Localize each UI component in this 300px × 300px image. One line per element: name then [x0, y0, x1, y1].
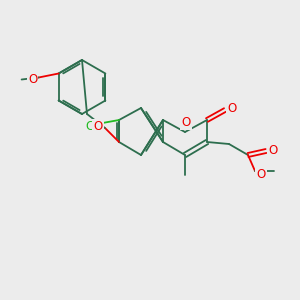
Text: O: O	[93, 119, 103, 133]
Text: O: O	[256, 169, 266, 182]
Text: Cl: Cl	[85, 119, 97, 133]
Text: O: O	[182, 116, 190, 130]
Text: O: O	[227, 103, 237, 116]
Text: O: O	[268, 143, 278, 157]
Text: O: O	[28, 73, 37, 86]
